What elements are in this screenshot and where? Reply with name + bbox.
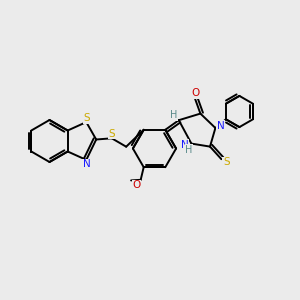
Text: N: N xyxy=(217,121,225,130)
Text: O: O xyxy=(191,88,199,98)
Text: O: O xyxy=(133,180,141,190)
Text: S: S xyxy=(223,157,230,167)
Text: S: S xyxy=(109,129,116,139)
Text: S: S xyxy=(83,113,90,123)
Text: N: N xyxy=(181,140,189,150)
Text: H: H xyxy=(170,110,177,120)
Text: N: N xyxy=(83,159,91,170)
Text: H: H xyxy=(185,145,193,154)
